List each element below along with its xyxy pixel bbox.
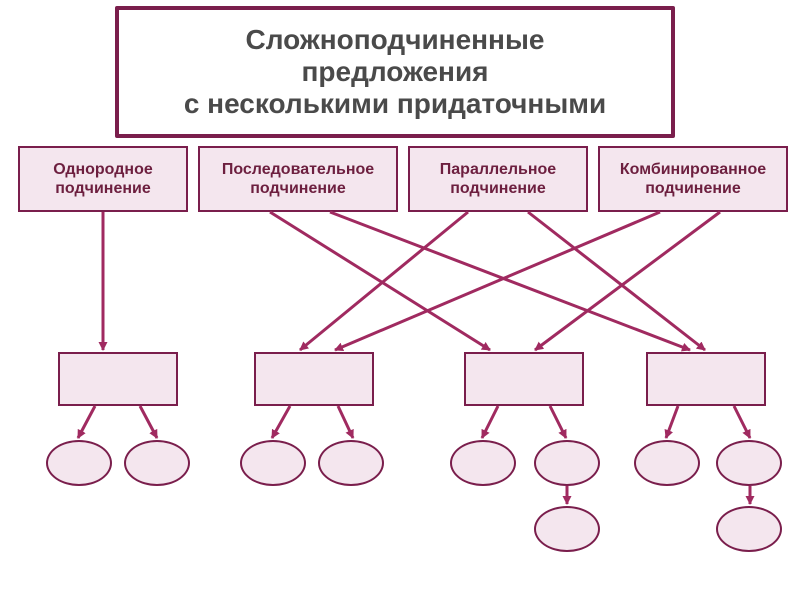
title-line-1: Сложноподчиненные <box>246 24 545 56</box>
category-4-line-2: подчинение <box>645 179 740 198</box>
category-2-line-1: Последовательное <box>222 160 374 179</box>
rect-node-2 <box>254 352 374 406</box>
oval-node-4c <box>716 506 782 552</box>
title-box: Сложноподчиненные предложения с нескольк… <box>115 6 675 138</box>
category-box-2: Последовательное подчинение <box>198 146 398 212</box>
category-3-line-2: подчинение <box>450 179 545 198</box>
category-3-line-1: Параллельное <box>440 160 556 179</box>
oval-node-3c <box>534 506 600 552</box>
rect-node-1 <box>58 352 178 406</box>
oval-node-3b <box>534 440 600 486</box>
category-1-line-2: подчинение <box>55 179 150 198</box>
category-2-line-2: подчинение <box>250 179 345 198</box>
rect-node-4 <box>646 352 766 406</box>
rect-node-3 <box>464 352 584 406</box>
oval-node-2a <box>240 440 306 486</box>
oval-node-1a <box>46 440 112 486</box>
oval-node-4a <box>634 440 700 486</box>
category-box-1: Однородное подчинение <box>18 146 188 212</box>
title-line-3: с несколькими придаточными <box>184 88 606 120</box>
category-1-line-1: Однородное <box>53 160 152 179</box>
oval-node-1b <box>124 440 190 486</box>
title-line-2: предложения <box>301 56 488 88</box>
oval-node-3a <box>450 440 516 486</box>
oval-node-4b <box>716 440 782 486</box>
category-box-4: Комбинированное подчинение <box>598 146 788 212</box>
oval-node-2b <box>318 440 384 486</box>
category-4-line-1: Комбинированное <box>620 160 766 179</box>
category-box-3: Параллельное подчинение <box>408 146 588 212</box>
